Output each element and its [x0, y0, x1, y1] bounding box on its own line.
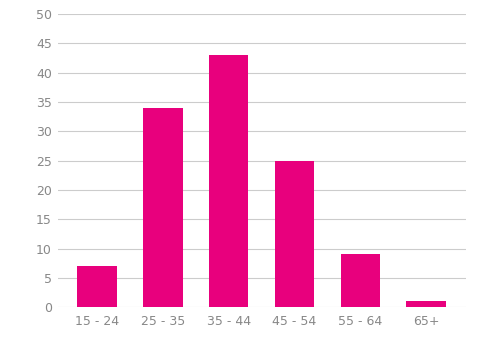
Bar	[77, 266, 117, 307]
Bar	[407, 301, 446, 307]
Bar	[341, 255, 380, 307]
Bar	[143, 108, 182, 307]
Bar	[209, 55, 249, 307]
Bar	[275, 161, 314, 307]
